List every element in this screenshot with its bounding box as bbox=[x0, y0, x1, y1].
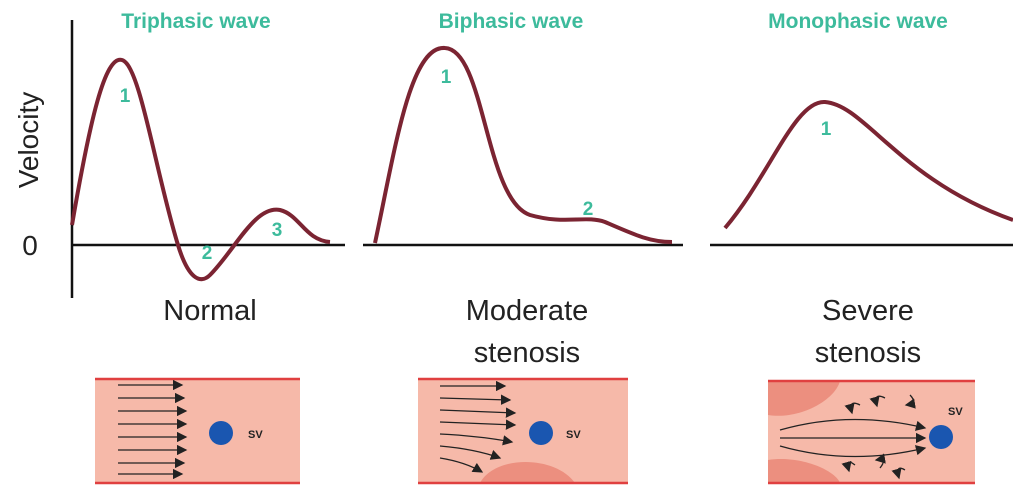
peak-label: 1 bbox=[821, 119, 832, 140]
condition-label: Normal bbox=[163, 295, 256, 327]
sv-label: SV bbox=[948, 406, 963, 418]
peak-label: 2 bbox=[583, 199, 594, 220]
vessel bbox=[418, 377, 628, 485]
condition-label: stenosis bbox=[474, 337, 580, 369]
panel-title: Triphasic wave bbox=[121, 10, 270, 33]
panel-title: Biphasic wave bbox=[439, 10, 584, 33]
condition-label: Moderate bbox=[466, 295, 589, 327]
waveform bbox=[373, 45, 673, 244]
vessel bbox=[95, 377, 300, 485]
peak-label: 1 bbox=[441, 67, 452, 88]
sv-label: SV bbox=[248, 429, 263, 441]
peak-label: 3 bbox=[272, 220, 283, 241]
vessel bbox=[768, 379, 975, 485]
sv-label: SV bbox=[566, 429, 581, 441]
peak-label: 2 bbox=[202, 243, 213, 264]
waveform bbox=[70, 57, 331, 282]
y-label: Velocity bbox=[13, 92, 44, 189]
condition-label: stenosis bbox=[815, 337, 921, 369]
condition-label: Severe bbox=[822, 295, 914, 327]
waveform bbox=[723, 99, 1013, 230]
panel-title: Monophasic wave bbox=[768, 10, 948, 33]
peak-label: 1 bbox=[120, 86, 131, 107]
zero-label: 0 bbox=[22, 230, 38, 261]
